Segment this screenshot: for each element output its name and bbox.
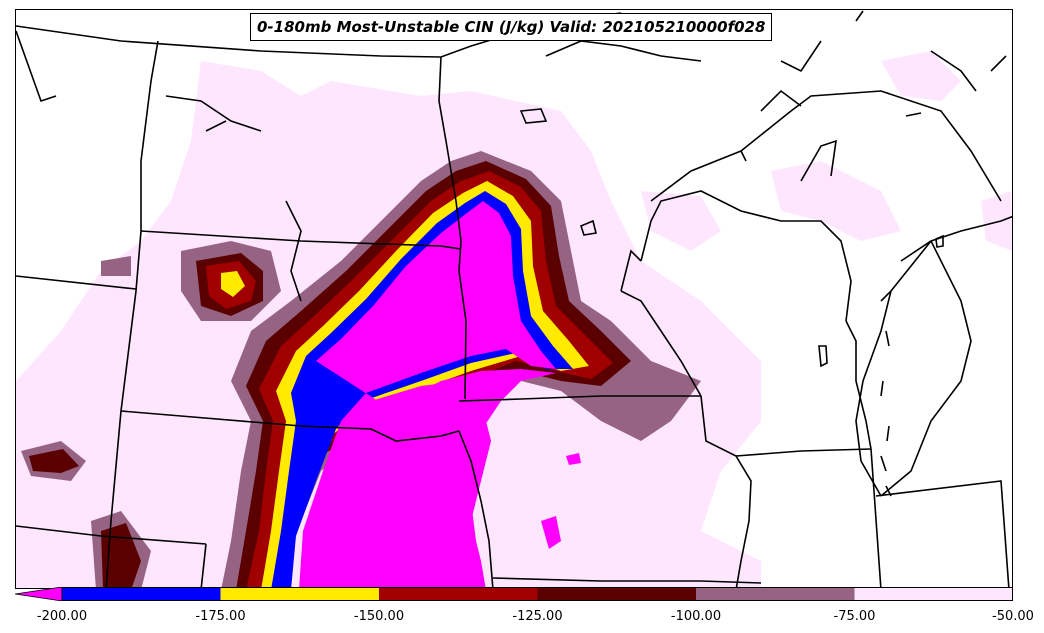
colorbar-extension-min: [15, 587, 63, 601]
colorbar-bin-2: [379, 587, 538, 601]
colorbar-tick-label: -125.00: [512, 609, 563, 624]
colorbar-bin-4: [696, 587, 855, 601]
colorbar-bin-1: [220, 587, 379, 601]
colorbar-tick-label: -150.00: [353, 609, 405, 624]
map-panel: [15, 9, 1013, 589]
cin-map: [16, 10, 1012, 588]
colorbar-bin-0: [62, 587, 221, 601]
colorbar-bin-3: [537, 587, 696, 601]
colorbar-outline: [61, 587, 1013, 601]
colorbar-bin-5: [854, 587, 1013, 601]
colorbar: [15, 587, 1013, 601]
cin-shading-magenta: [299, 201, 581, 588]
colorbar-tick-label: -50.00: [992, 609, 1034, 624]
colorbar-tick-label: -100.00: [670, 609, 722, 624]
boundaries: [16, 10, 1012, 588]
colorbar-tick-label: -175.00: [195, 609, 246, 624]
colorbar-tick-label: -75.00: [833, 609, 876, 624]
map-title: 0-180mb Most-Unstable CIN (J/kg) Valid: …: [250, 13, 773, 41]
colorbar-tick-label: -200.00: [36, 609, 88, 624]
